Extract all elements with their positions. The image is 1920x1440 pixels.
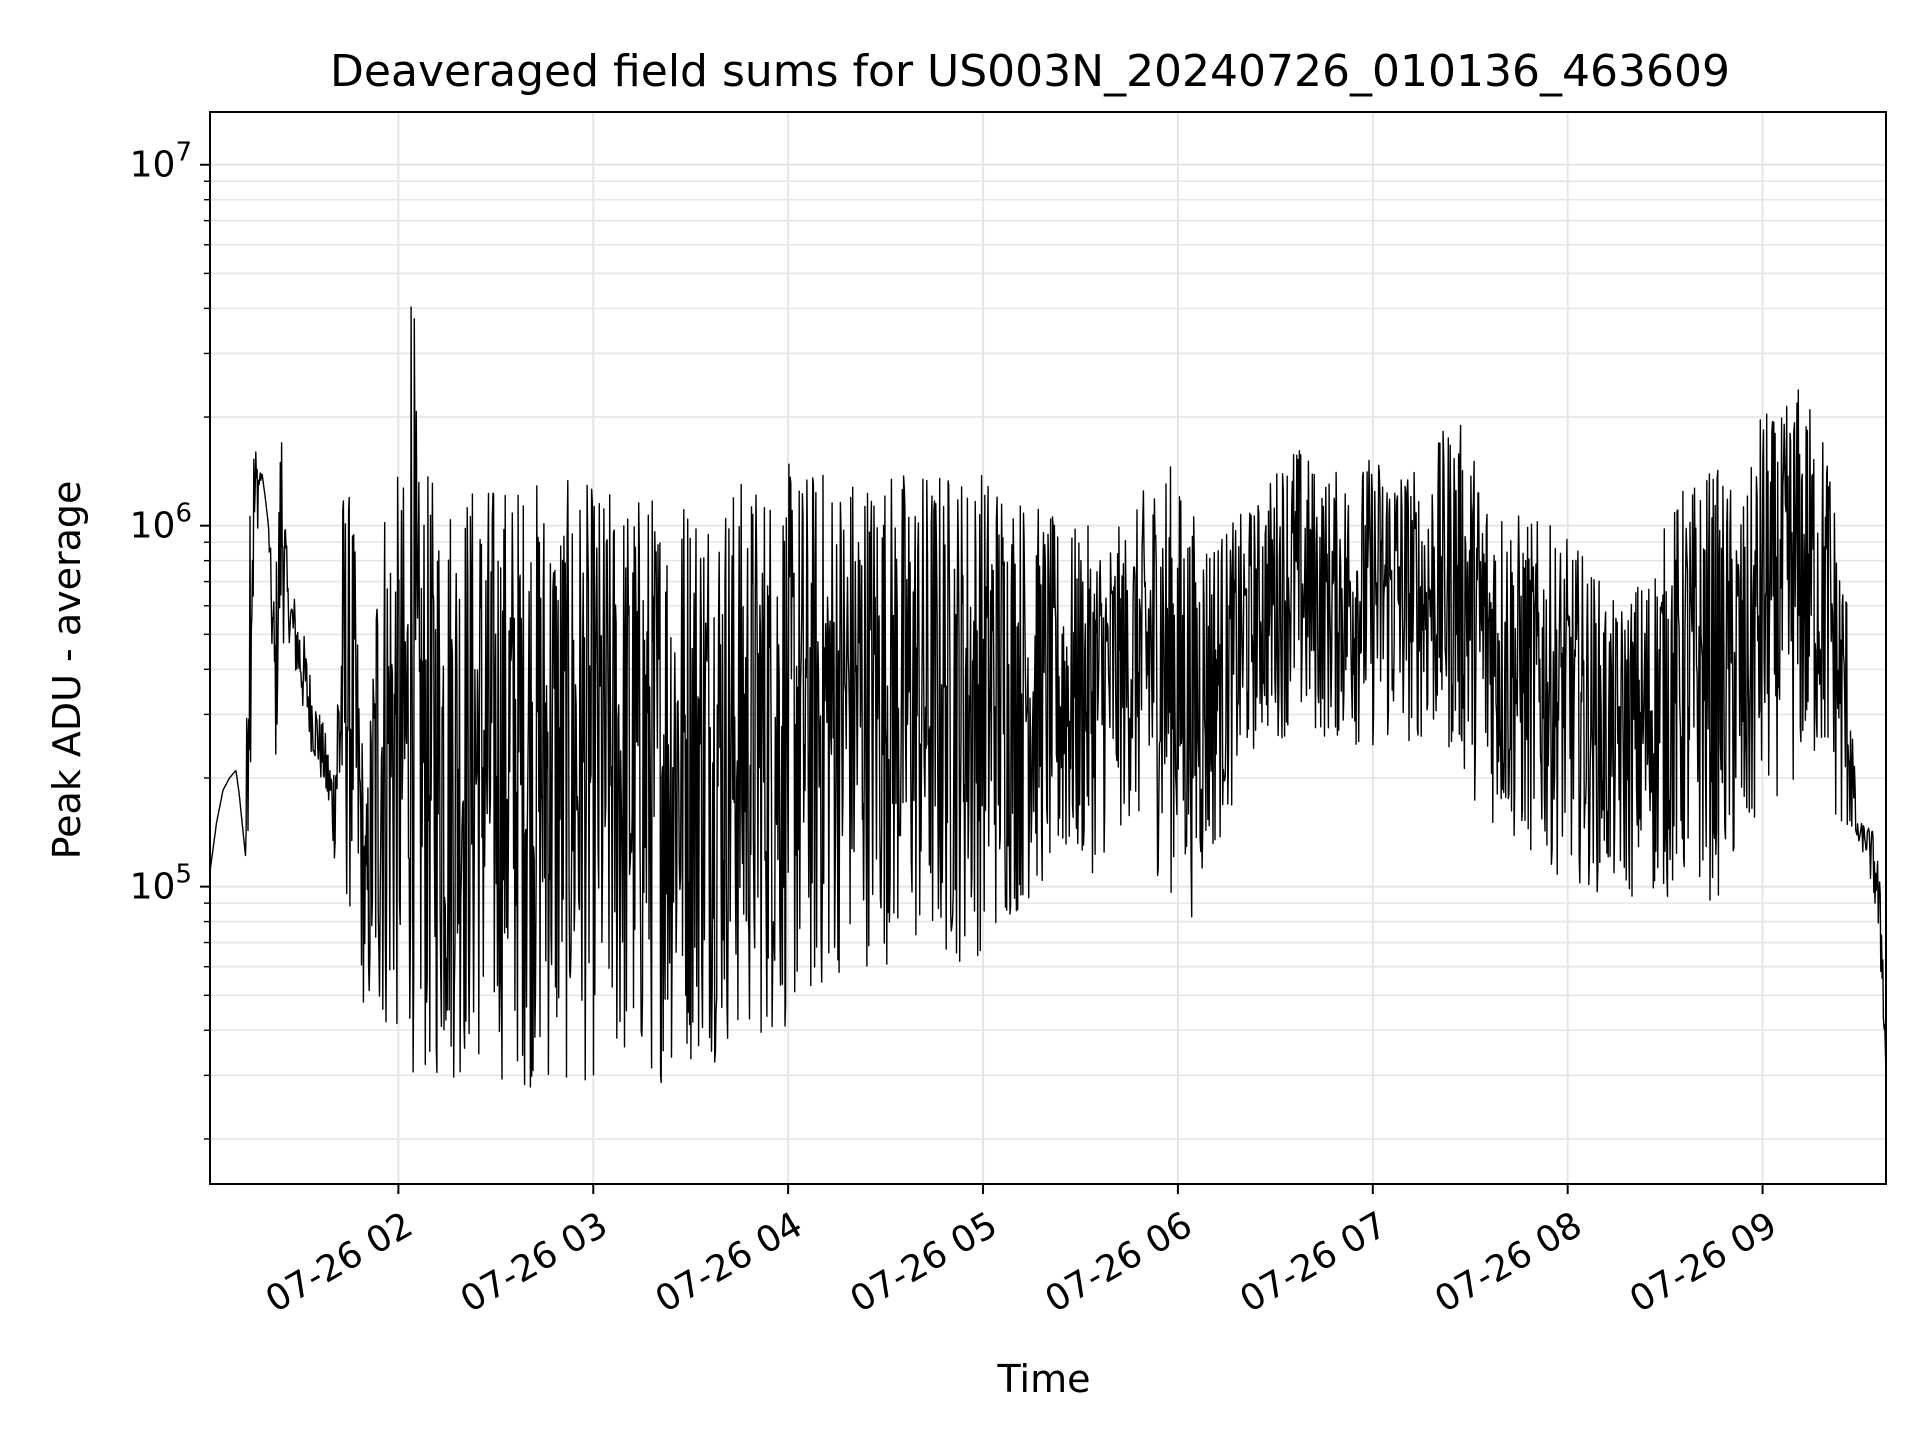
y-axis-label: Peak ADU - average — [45, 481, 89, 860]
y-tick-exponent: 7 — [175, 138, 192, 168]
y-tick-label: 107 — [130, 138, 192, 186]
x-axis-label: Time — [997, 1357, 1091, 1401]
y-tick-label: 106 — [130, 499, 192, 547]
y-tick-base: 10 — [130, 506, 176, 547]
series-line — [210, 306, 1886, 1088]
y-tick-label: 105 — [130, 860, 192, 908]
series-layer — [210, 306, 1886, 1088]
y-tick-exponent: 6 — [175, 499, 192, 529]
y-tick-base: 10 — [130, 867, 176, 908]
chart-title: Deaveraged field sums for US003N_2024072… — [330, 46, 1730, 97]
y-tick-base: 10 — [130, 145, 176, 186]
plot-frame — [209, 111, 1887, 1185]
y-tick-exponent: 5 — [175, 860, 192, 890]
